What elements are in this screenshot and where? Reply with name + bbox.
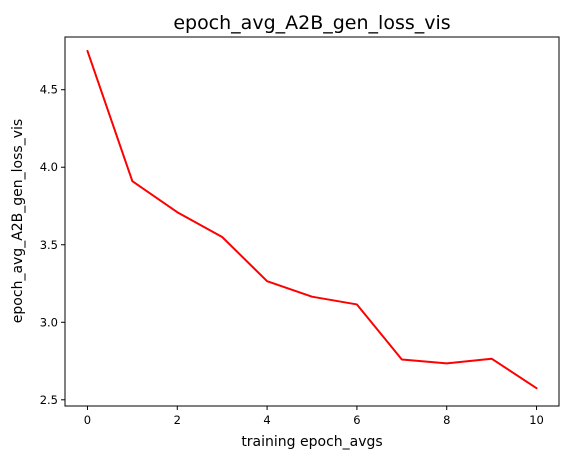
y-tick-label: 3.5 xyxy=(40,238,58,252)
chart-title: epoch_avg_A2B_gen_loss_vis xyxy=(173,12,450,34)
y-tick-label: 2.5 xyxy=(40,393,58,407)
x-tick-label: 0 xyxy=(84,413,91,427)
plot-area-frame xyxy=(64,36,560,407)
x-tick-label: 8 xyxy=(443,413,450,427)
y-tick-label: 3.0 xyxy=(40,315,58,329)
x-tick-label: 6 xyxy=(353,413,360,427)
y-axis: 2.5 3.0 3.5 4.0 4.5 xyxy=(40,83,65,407)
series-line xyxy=(86,49,538,390)
x-tick-label: 4 xyxy=(263,413,270,427)
y-axis-title: epoch_avg_A2B_gen_loss_vis xyxy=(10,119,26,323)
x-axis-title: training epoch_avgs xyxy=(241,434,382,450)
x-tick-label: 10 xyxy=(529,413,544,427)
x-tick-label: 2 xyxy=(174,413,181,427)
x-axis: 0 2 4 6 8 10 xyxy=(84,406,544,427)
series-layer xyxy=(86,49,538,390)
y-tick-label: 4.0 xyxy=(40,160,58,174)
y-tick-label: 4.5 xyxy=(40,83,58,97)
